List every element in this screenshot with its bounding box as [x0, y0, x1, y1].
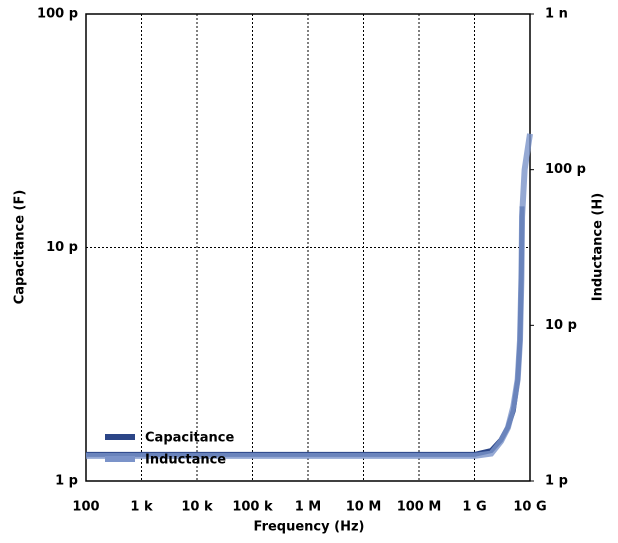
x-tick-label: 1 k — [130, 500, 153, 515]
x-tick-label: 1 G — [462, 500, 486, 515]
series-line — [86, 133, 533, 459]
y2-tick-label: 100 p — [545, 162, 586, 177]
series-line — [86, 206, 525, 457]
legend-label: Inductance — [145, 453, 226, 468]
y2-axis-label: Inductance (H) — [591, 193, 606, 301]
y2-tick-label: 1 n — [545, 7, 568, 22]
y-axis-label: Capacitance (F) — [13, 190, 28, 305]
y2-tick-label: 10 p — [545, 318, 577, 333]
x-tick-label: 100 — [72, 500, 99, 515]
x-tick-label: 10 M — [346, 500, 382, 515]
y2-tick-label: 1 p — [545, 474, 568, 489]
legend-label: Capacitance — [145, 431, 235, 446]
y-tick-label: 1 p — [55, 474, 78, 489]
x-tick-label: 10 k — [181, 500, 213, 515]
x-axis-label: Frequency (Hz) — [254, 520, 365, 535]
y-tick-label: 10 p — [46, 240, 78, 255]
x-tick-label: 10 G — [513, 500, 546, 515]
y-tick-label: 100 p — [37, 7, 78, 22]
x-tick-label: 100 k — [232, 500, 273, 515]
x-tick-label: 1 M — [295, 500, 322, 515]
x-tick-label: 100 M — [397, 500, 442, 515]
